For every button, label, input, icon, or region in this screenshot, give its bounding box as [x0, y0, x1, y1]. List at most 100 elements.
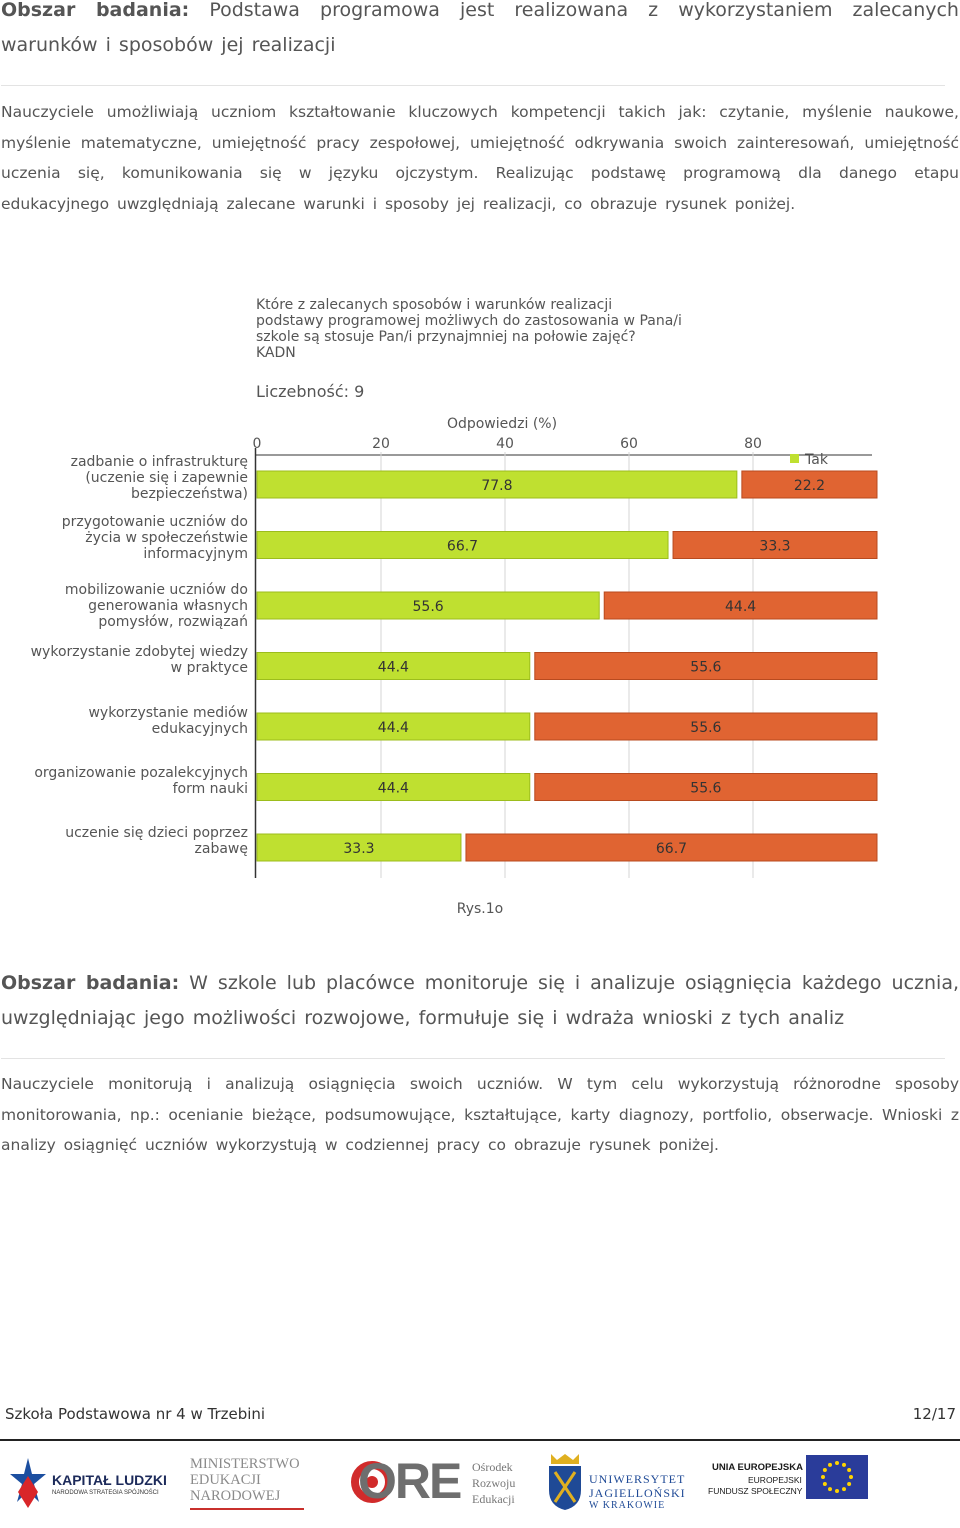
- category-label: organizowanie pozalekcyjnych: [34, 765, 248, 781]
- section-1-title: Podstawa programowa jest realizowana z w…: [1, 0, 959, 56]
- category-label: uczenie się dzieci poprzez: [65, 825, 248, 841]
- eu-star: [847, 1482, 852, 1486]
- data-label: 44.4: [378, 660, 409, 676]
- category-labels: zadbanie o infrastrukturę(uczenie się i …: [31, 454, 248, 857]
- section-2-title: W szkole lub placówce monitoruje się i a…: [1, 972, 959, 1029]
- category-label: pomysłów, rozwiązań: [98, 614, 248, 630]
- data-label: 55.6: [690, 720, 721, 736]
- uj-crest-icon: [549, 1454, 581, 1510]
- eu-star: [828, 1462, 832, 1467]
- ore-line-3: Edukacji: [472, 1492, 515, 1506]
- eu-star: [842, 1462, 846, 1467]
- kapital-ludzki-title: KAPITAŁ LUDZKI: [52, 1472, 167, 1488]
- kapital-ludzki-logo: KAPITAŁ LUDZKI NARODOWA STRATEGIA SPÓJNO…: [10, 1452, 170, 1514]
- bar-other: [465, 833, 878, 862]
- figure-caption: Rys.1o: [456, 901, 504, 917]
- bar-tak: [256, 591, 600, 620]
- data-label: 66.7: [656, 841, 687, 857]
- x-tick-label: 80: [744, 436, 762, 452]
- footer-page-number: 12/17: [912, 1405, 956, 1423]
- bar-tak: [256, 712, 531, 741]
- divider: [1, 85, 945, 86]
- x-tick-label: 60: [620, 436, 638, 452]
- section-1-label: Obszar badania:: [1, 0, 190, 21]
- bar-tak: [256, 833, 462, 862]
- category-label: wykorzystanie mediów: [88, 705, 248, 721]
- category-label: w praktyce: [171, 660, 248, 676]
- data-label: 44.4: [725, 599, 756, 615]
- data-label: 33.3: [343, 841, 374, 857]
- eu-star: [821, 1475, 825, 1479]
- category-label: przygotowanie uczniów do: [62, 514, 248, 530]
- footer-divider: [0, 1439, 960, 1441]
- kapital-ludzki-star-icon: [10, 1458, 46, 1508]
- data-label: 77.8: [481, 478, 512, 494]
- eu-star: [835, 1461, 839, 1465]
- category-label: zabawę: [195, 841, 248, 857]
- section-1-heading: Obszar badania: Podstawa programowa jest…: [1, 0, 959, 63]
- x-axis-label: Odpowiedzi (%): [447, 416, 557, 432]
- data-label: 55.6: [690, 660, 721, 676]
- uj-line-3: W KRAKOWIE: [589, 1500, 666, 1511]
- category-label: informacyjnym: [143, 546, 248, 562]
- men-line-2: EDUKACJI: [190, 1472, 261, 1488]
- eu-star: [828, 1487, 832, 1492]
- eu-star: [822, 1468, 827, 1472]
- bar-tak: [256, 652, 531, 680]
- ore-line-1: Ośrodek: [472, 1460, 513, 1474]
- ue-line-2: EUROPEJSKI: [748, 1475, 802, 1485]
- x-tick-label: 20: [372, 436, 390, 452]
- legend-swatch-tak: [790, 454, 799, 463]
- category-label: mobilizowanie uczniów do: [65, 582, 248, 598]
- category-label: (uczenie się i zapewnie: [85, 470, 248, 486]
- kapital-ludzki-subtitle: NARODOWA STRATEGIA SPÓJNOŚCI: [52, 1490, 159, 1496]
- eu-star: [842, 1487, 846, 1492]
- bar-chart: Które z zalecanych sposobów i warunków r…: [31, 297, 878, 878]
- eu-star: [847, 1468, 852, 1472]
- data-label: 66.7: [447, 539, 478, 555]
- eu-star: [822, 1482, 827, 1486]
- ore-line-2: Rozwoju: [472, 1476, 516, 1490]
- data-label: 33.3: [759, 539, 790, 555]
- data-label: 44.4: [378, 720, 409, 736]
- men-line-3: NARODOWEJ: [190, 1488, 281, 1504]
- x-tick-label: 40: [496, 436, 514, 452]
- uj-line-2: JAGIELLOŃSKI: [589, 1486, 686, 1500]
- section-2-heading: Obszar badania: W szkole lub placówce mo…: [1, 966, 959, 1036]
- ue-line-1: UNIA EUROPEJSKA: [712, 1462, 803, 1473]
- uj-logo: UNIWERSYTET JAGIELLOŃSKI W KRAKOWIE: [547, 1452, 687, 1514]
- chart-bars: 77.8 22.2 66.7 33.3 55.6 44.4 44.4 55.6 44.4 55.6…: [256, 470, 878, 862]
- category-label: wykorzystanie zdobytej wiedzy: [31, 644, 248, 660]
- category-label: zadbanie o infrastrukturę: [71, 454, 248, 470]
- men-line-1: MINISTERSTWO: [190, 1456, 300, 1472]
- ue-line-3: FUNDUSZ SPOŁECZNY: [708, 1486, 803, 1496]
- chart-count-label: Liczebność: 9: [256, 382, 364, 401]
- section-1-paragraph: Nauczyciele umożliwiają uczniom kształto…: [1, 103, 959, 213]
- data-label: 55.6: [690, 781, 721, 797]
- ore-circle-icon: [351, 1461, 393, 1503]
- eu-logo: UNIA EUROPEJSKA EUROPEJSKI FUNDUSZ SPOŁE…: [704, 1452, 869, 1514]
- bar-other: [534, 712, 878, 741]
- uj-line-1: UNIWERSYTET: [589, 1472, 686, 1486]
- category-label: bezpieczeństwa): [131, 486, 248, 502]
- chart-title-line: szkole są stosuje Pan/i przynajmniej na …: [256, 329, 636, 345]
- chart-legend: Tak: [790, 452, 829, 468]
- chart-title-line: podstawy programowej możliwych do zastos…: [256, 313, 682, 329]
- bar-other: [534, 773, 878, 801]
- eu-star: [835, 1489, 839, 1493]
- section-2-label: Obszar badania:: [1, 972, 180, 994]
- bar-tak: [256, 470, 738, 499]
- chart-title-line: KADN: [256, 345, 296, 361]
- x-tick-label: 0: [253, 436, 262, 452]
- data-label: 55.6: [413, 599, 444, 615]
- eu-star: [849, 1475, 853, 1479]
- category-label: form nauki: [173, 781, 248, 797]
- chart-title-line: Które z zalecanych sposobów i warunków r…: [256, 297, 612, 313]
- data-label: 44.4: [378, 781, 409, 797]
- eu-flag-icon: [806, 1455, 868, 1499]
- ore-logo: ORE Ośrodek Rozwoju Edukacji: [350, 1452, 525, 1514]
- bar-other: [672, 531, 878, 559]
- section-2-paragraph: Nauczyciele monitorują i analizują osiąg…: [1, 1075, 959, 1154]
- bar-other: [603, 591, 878, 620]
- category-label: życia w społeczeństwie: [85, 530, 248, 546]
